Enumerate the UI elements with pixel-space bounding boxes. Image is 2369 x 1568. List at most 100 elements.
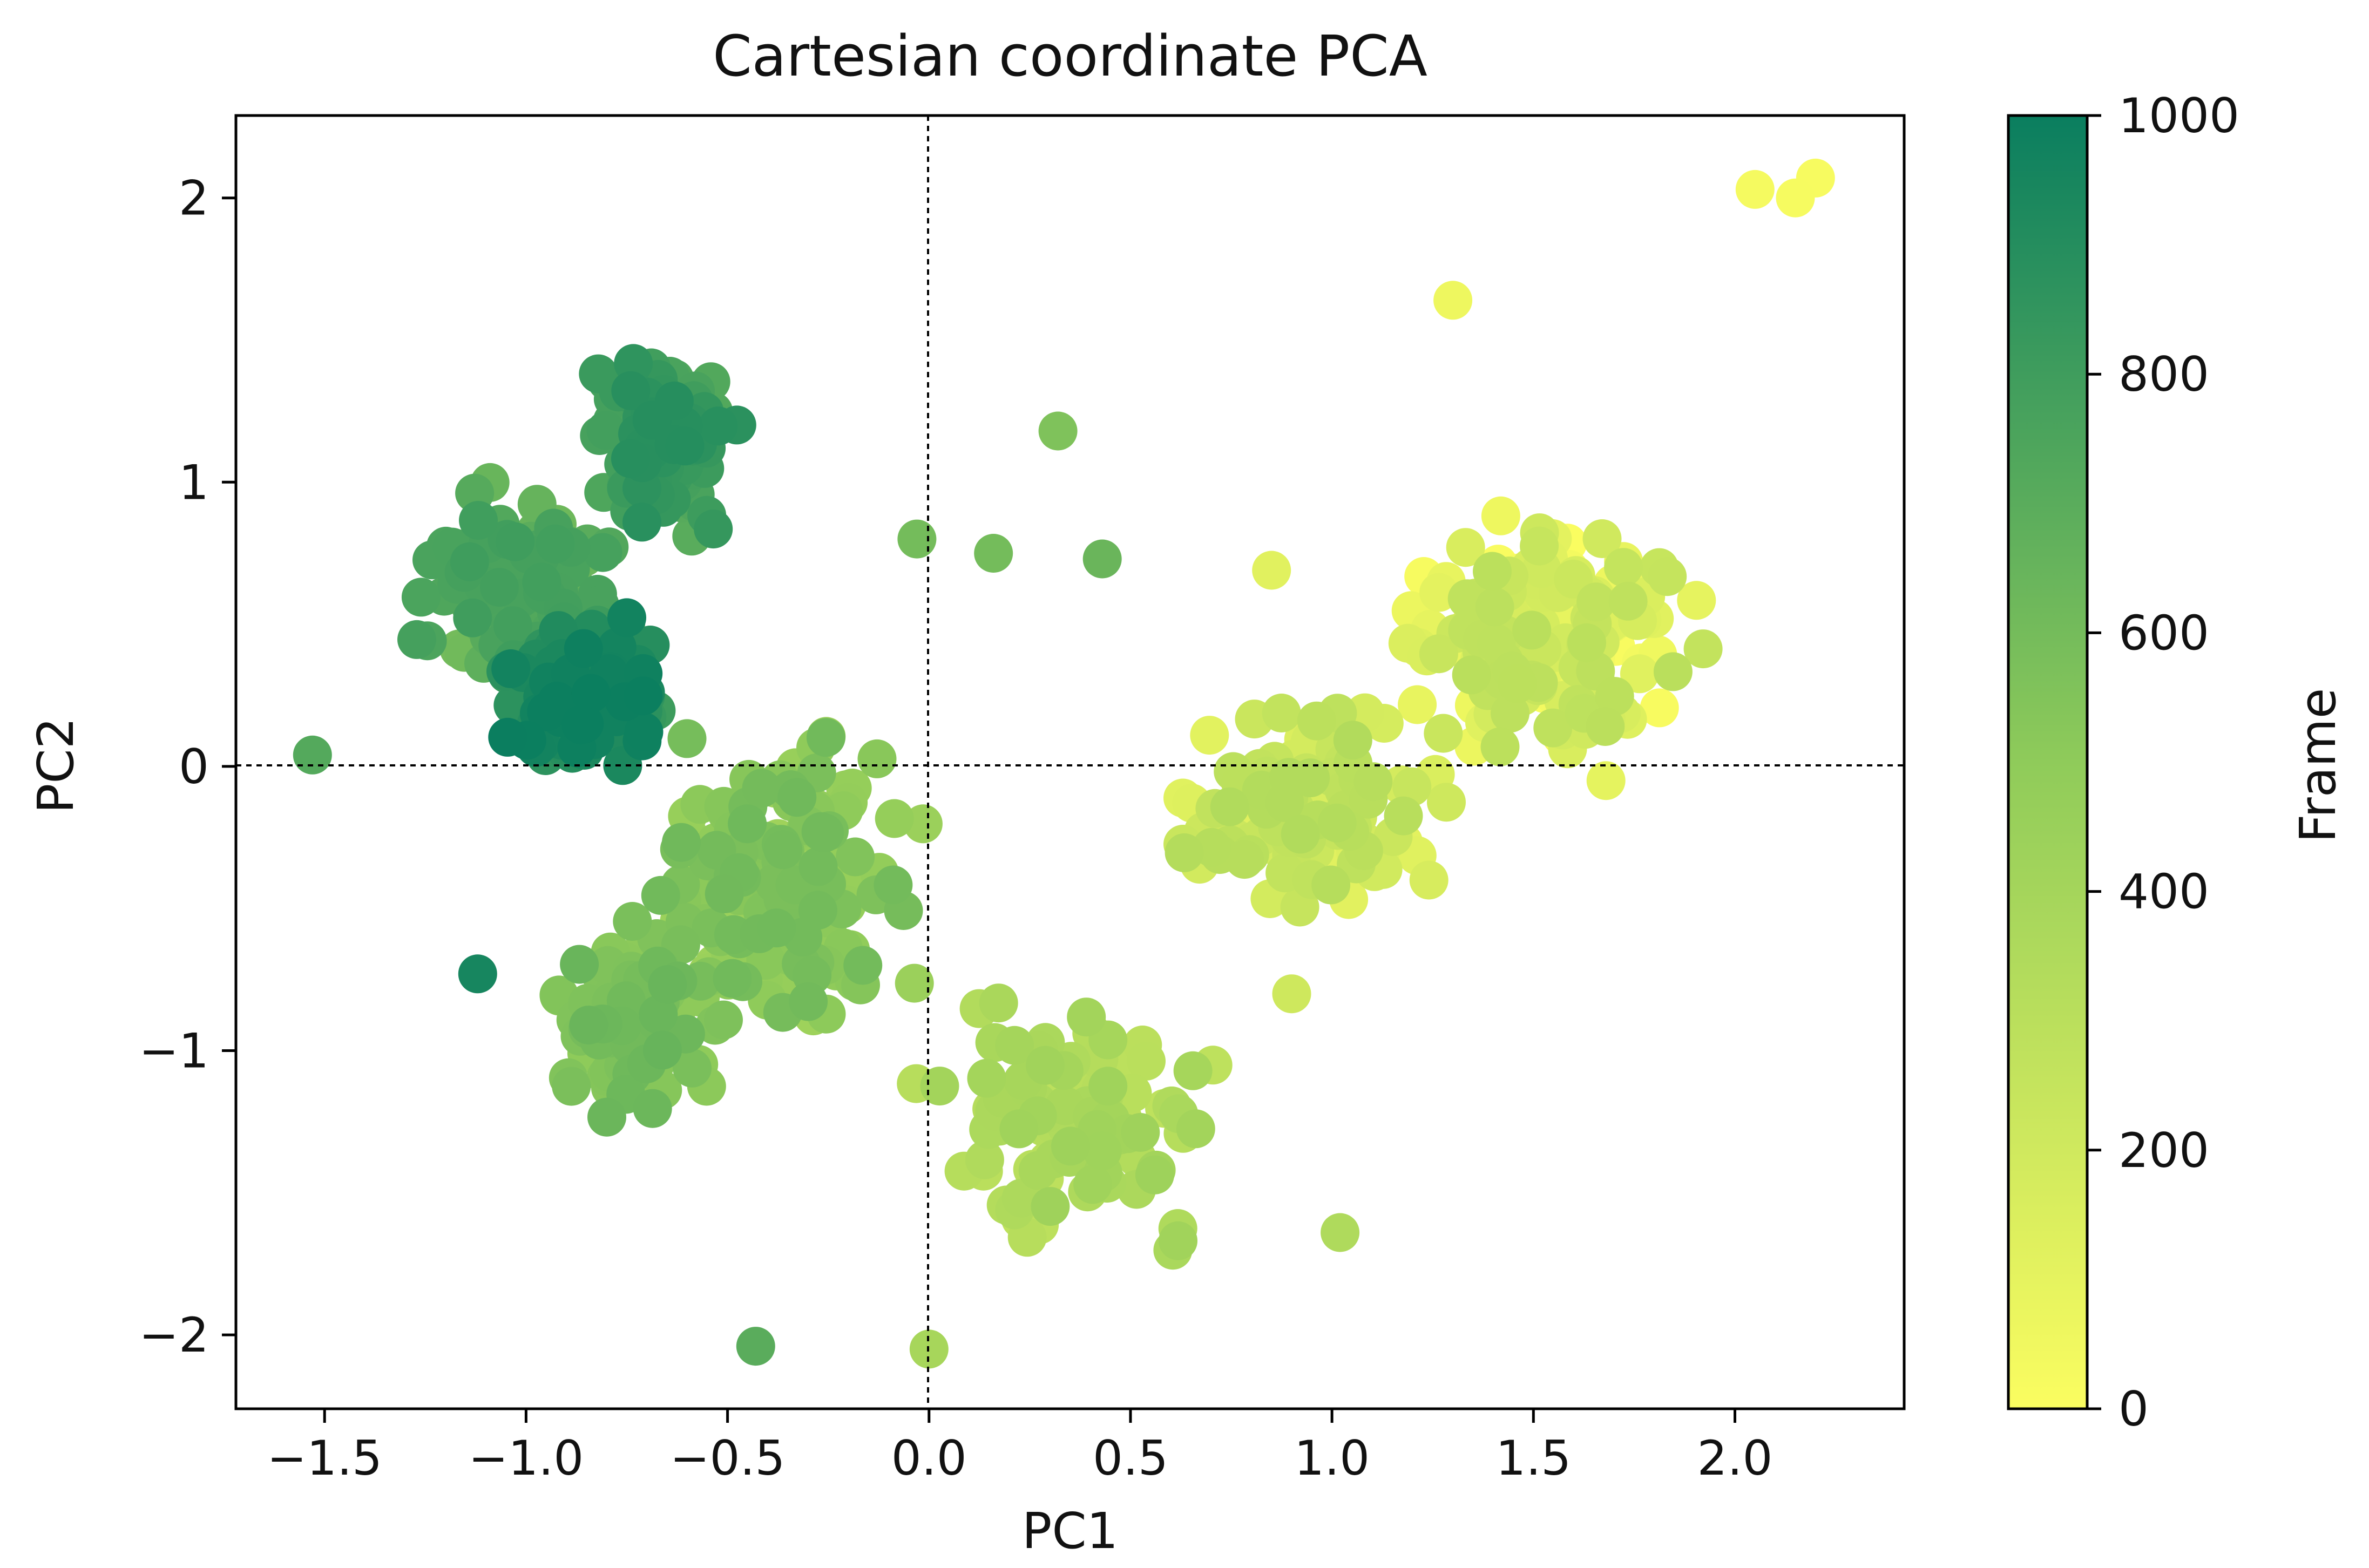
scatter-point [736,1327,775,1366]
scatter-point [293,735,332,775]
scatter-point [673,1048,712,1088]
scatter-point [624,712,664,751]
scatter-point [1424,714,1463,753]
scatter-point [798,847,838,886]
scatter-point [1480,727,1520,766]
scatter-point [728,804,767,844]
scatter-point [648,965,687,1004]
scatter-point [643,1030,682,1070]
scatter-point [607,598,646,637]
y-tick-label: 1 [179,454,209,510]
scatter-point [1317,803,1357,843]
scatter-point [713,959,752,998]
scatter-point [667,719,707,758]
scatter-point [1082,1131,1122,1171]
scatter-point [665,426,705,466]
scatter-point [1433,281,1473,320]
scatter-point [611,439,650,478]
x-tick-label: −1.0 [469,1430,584,1486]
scatter-point [397,620,436,659]
scatter-point [1452,655,1491,695]
scatter-point [569,1006,608,1045]
scatter-point [1776,178,1815,218]
x-tick-label: 0.0 [891,1430,967,1486]
scatter-point [1190,716,1229,755]
scatter-point [1176,1109,1215,1149]
scatter-point [699,406,738,446]
scatter-point [1026,1046,1065,1085]
y-axis-ticks: 2 1 0 −1 −2 [139,171,236,1363]
y-tick-label: 2 [179,171,209,226]
colorbar [2007,114,2089,1410]
scatter-point [1082,539,1122,579]
scatter-point [1051,1126,1090,1166]
scatter-point [561,705,601,744]
colorbar-tick-label: 800 [2118,347,2209,402]
scatter-point [1038,411,1078,451]
scatter-point [1067,997,1106,1037]
x-axis-label: PC1 [1022,1502,1118,1560]
scatter-point [1677,581,1716,620]
scatter-point [560,945,599,984]
scatter-point [1121,1113,1160,1152]
scatter-point [1498,664,1537,703]
scatter-point [624,676,663,716]
scatter-point [579,354,618,393]
scatter-point [967,1058,1006,1098]
scatter-point [1281,814,1320,854]
scatter-point [488,717,527,757]
scatter-point [1586,761,1626,800]
scatter-point [493,606,532,646]
scatter-point [1159,1221,1197,1260]
scatter-point [1225,840,1264,879]
scatter-point [1473,552,1512,591]
scatter-point [1398,685,1437,724]
scatter-point [1384,796,1423,836]
y-axis-label: PC2 [27,717,85,813]
scatter-point [401,578,441,617]
scatter-point [1512,610,1552,650]
scatter-point [1604,548,1643,587]
scatter-point [806,718,845,757]
scatter-point [613,902,652,941]
scatter-point [1127,1041,1166,1081]
scatter-point [641,875,680,915]
colorbar-tick-label: 0 [2118,1381,2149,1437]
scatter-point [1595,677,1634,716]
scatter-point [1491,694,1529,733]
x-tick-label: 1.5 [1495,1430,1571,1486]
scatter-point [920,1067,959,1106]
scatter-point [777,778,817,817]
data-points [293,158,1835,1369]
y-tick-label: −1 [139,1023,209,1078]
scatter-point [965,1140,1004,1179]
scatter-point [1640,688,1679,728]
x-tick-label: −0.5 [670,1430,786,1486]
scatter-point [587,1097,626,1137]
scatter-point [458,954,497,994]
scatter-point [1088,1067,1128,1106]
scatter-point [633,1089,672,1128]
scatter-point [1252,551,1291,590]
scatter-point [1311,865,1351,905]
scatter-point [1353,762,1393,802]
scatter-point [1321,1213,1360,1252]
scatter-point [479,568,519,607]
scatter-point [1582,519,1622,558]
scatter-point [999,1109,1039,1149]
scatter-point [496,522,535,561]
scatter-point [450,542,489,581]
scatter-point [1135,1155,1174,1194]
x-tick-label: 1.0 [1294,1430,1370,1486]
scatter-point [1567,623,1606,662]
y-tick-label: 0 [179,739,209,795]
scatter-point [1210,787,1249,826]
scatter-point [1683,629,1723,669]
colorbar-label: Frame [2289,688,2347,843]
x-tick-label: 0.5 [1093,1430,1168,1486]
scatter-point [583,533,622,572]
scatter-point [552,1067,591,1106]
scatter-point [1165,833,1204,872]
scatter-point [1291,758,1330,798]
